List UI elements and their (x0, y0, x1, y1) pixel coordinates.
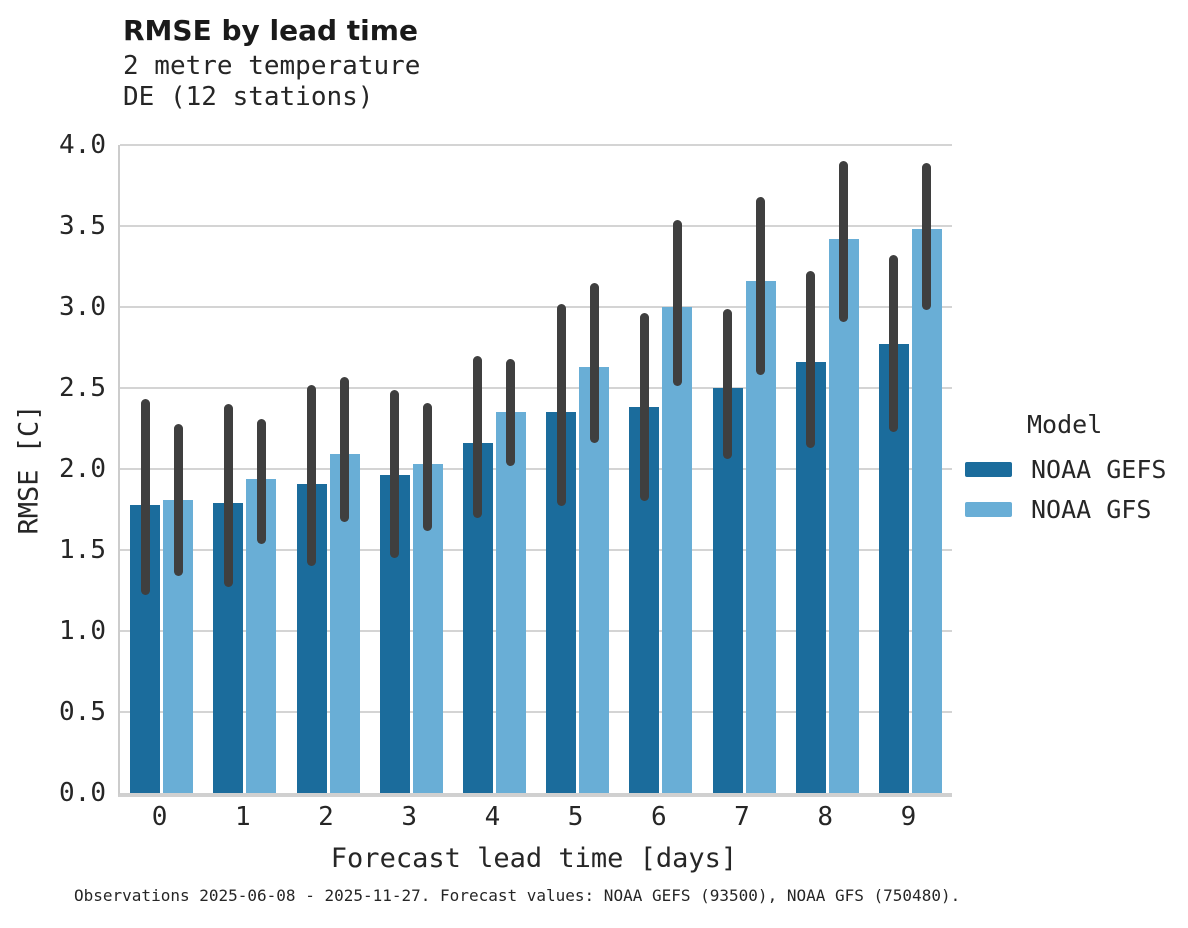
y-tick-label-1.0: 1.0 (59, 616, 106, 646)
y-tick-label-0.5: 0.5 (59, 697, 106, 727)
x-tick-label-5: 5 (567, 802, 584, 832)
gridline-y-3 (120, 306, 952, 308)
gridline-y-4 (120, 144, 952, 146)
x-axis-label: Forecast lead time [days] (330, 843, 738, 874)
legend-swatch-noaa-gfs (965, 502, 1012, 517)
error-bar-noaa-gfs-lead-8 (839, 161, 849, 322)
error-bar-noaa-gefs-lead-6 (639, 313, 649, 502)
y-tick-label-3.5: 3.5 (59, 211, 106, 241)
chart-subtitle-variable: 2 metre temperature (123, 51, 421, 81)
bar-noaa-gfs-lead-9 (911, 229, 942, 793)
error-bar-noaa-gfs-lead-5 (589, 282, 599, 444)
y-tick-label-0.0: 0.0 (59, 778, 106, 808)
error-bar-noaa-gefs-lead-3 (390, 389, 400, 559)
y-tick-label-2.5: 2.5 (59, 373, 106, 403)
gridline-y-1.5 (120, 549, 952, 551)
x-tick-label-1: 1 (234, 802, 251, 832)
legend-title: Model (1027, 410, 1103, 439)
error-bar-noaa-gfs-lead-9 (922, 162, 932, 311)
x-tick-label-6: 6 (650, 802, 667, 832)
error-bar-noaa-gfs-lead-0 (173, 423, 183, 576)
error-bar-noaa-gefs-lead-0 (140, 399, 150, 596)
x-axis-tick-labels: 0 1 2 3 4 5 6 7 8 9 (118, 802, 950, 836)
error-bar-noaa-gfs-lead-1 (256, 418, 266, 544)
error-bar-noaa-gefs-lead-2 (307, 384, 316, 567)
footer-caption: Observations 2025-06-08 - 2025-11-27. Fo… (74, 886, 961, 905)
y-tick-label-1.5: 1.5 (59, 535, 106, 565)
y-tick-label-4.0: 4.0 (59, 130, 106, 160)
bar-noaa-gfs-lead-4 (495, 412, 526, 793)
x-tick-label-7: 7 (734, 802, 750, 832)
error-bar-noaa-gefs-lead-5 (556, 303, 566, 507)
error-bar-noaa-gfs-lead-7 (756, 196, 765, 376)
gridline-y-0.5 (120, 711, 952, 713)
legend-item-noaa-gfs: NOAA GFS (965, 495, 1166, 524)
error-bar-noaa-gefs-lead-4 (473, 355, 483, 518)
x-tick-label-2: 2 (318, 802, 334, 832)
chart-title: RMSE by lead time (123, 14, 418, 47)
error-bar-noaa-gfs-lead-6 (672, 219, 682, 387)
legend: Model NOAA GEFS NOAA GFS (965, 410, 1166, 535)
gridline-y-1 (120, 630, 952, 632)
legend-label-noaa-gfs: NOAA GFS (1031, 495, 1152, 524)
y-tick-label-3.0: 3.0 (59, 292, 106, 322)
error-bar-noaa-gefs-lead-8 (806, 271, 816, 448)
error-bar-noaa-gefs-lead-7 (723, 308, 732, 460)
bar-noaa-gfs-lead-8 (828, 238, 859, 793)
error-bar-noaa-gfs-lead-2 (340, 376, 349, 523)
error-bar-noaa-gefs-lead-9 (889, 255, 899, 432)
x-tick-label-3: 3 (401, 802, 418, 832)
legend-swatch-noaa-gefs (965, 462, 1012, 477)
gridline-y-2 (120, 468, 952, 470)
error-bar-noaa-gfs-lead-4 (506, 358, 516, 466)
x-tick-label-4: 4 (484, 802, 501, 832)
error-bar-noaa-gefs-lead-1 (223, 404, 233, 588)
x-tick-label-8: 8 (817, 802, 834, 832)
y-tick-label-2.0: 2.0 (59, 454, 106, 484)
bar-noaa-gfs-lead-6 (662, 307, 693, 793)
plot-area (118, 144, 952, 797)
gridline-y-2.5 (120, 387, 952, 389)
gridline-y-3.5 (120, 225, 952, 227)
legend-label-noaa-gefs: NOAA GEFS (1031, 455, 1167, 484)
x-tick-label-9: 9 (900, 802, 917, 832)
y-axis-tick-labels: 0.0 0.5 1.0 1.5 2.0 2.5 3.0 3.5 4.0 (0, 132, 106, 806)
chart-subtitle-region: DE (12 stations) (123, 82, 374, 112)
error-bar-noaa-gfs-lead-3 (423, 402, 433, 531)
legend-item-noaa-gefs: NOAA GEFS (965, 455, 1166, 484)
x-tick-label-0: 0 (151, 802, 168, 832)
